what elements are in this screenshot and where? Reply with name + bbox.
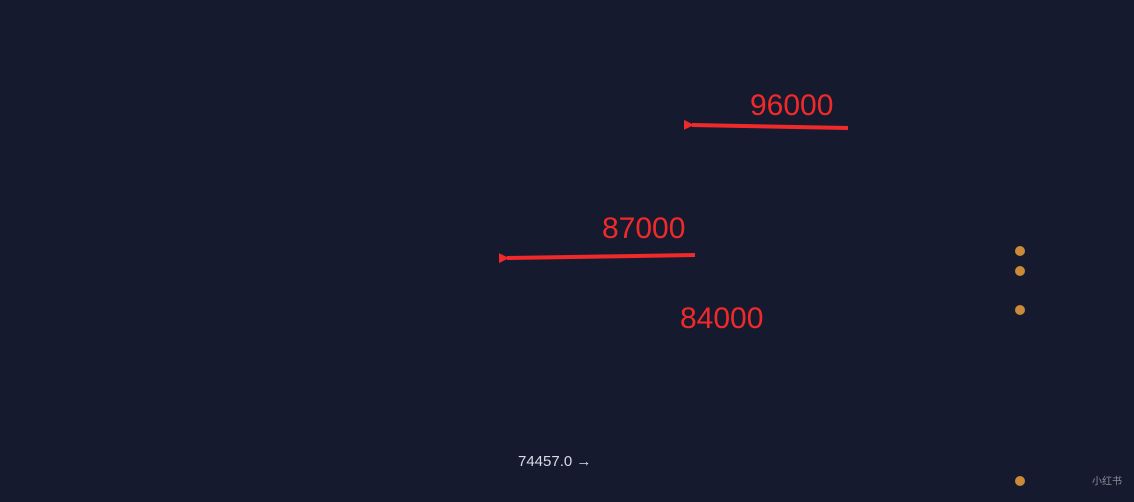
arrow <box>683 119 849 130</box>
annotation: 84000 <box>680 302 763 335</box>
annotation: 96000 <box>750 89 833 122</box>
low-label: 74457.0 → <box>518 453 591 470</box>
alert-icons <box>1015 246 1025 486</box>
annotation: 87000 <box>602 212 685 245</box>
watermark: 小红书 <box>1092 475 1122 488</box>
arrow <box>498 253 696 264</box>
